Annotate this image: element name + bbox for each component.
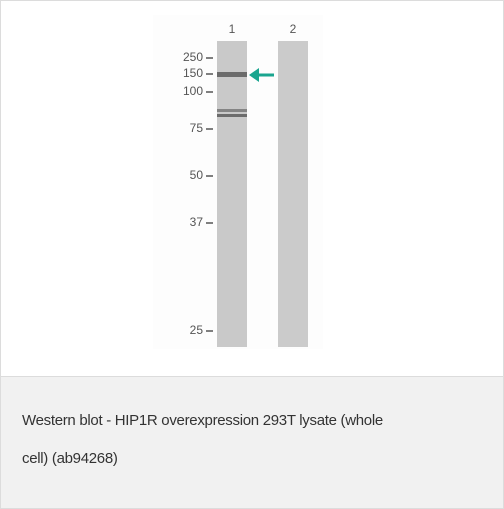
- blot-image: 1 2 250 150 100 75 50 37 25: [1, 1, 503, 376]
- band: [217, 72, 247, 77]
- caption: Western blot - HIP1R overexpression 293T…: [22, 402, 397, 478]
- page: 1 2 250 150 100 75 50 37 25 Western blot - HIP…: [0, 0, 504, 509]
- marker-label: 25: [190, 323, 204, 337]
- caption-box: Western blot - HIP1R overexpression 293T…: [1, 376, 503, 508]
- marker-label: 37: [190, 215, 204, 229]
- marker-label: 50: [190, 168, 204, 182]
- lane: [217, 41, 247, 347]
- band: [217, 109, 247, 112]
- marker-label: 75: [190, 121, 204, 135]
- band: [217, 114, 247, 117]
- lane-label: 2: [290, 22, 297, 36]
- marker-label: 100: [183, 84, 203, 98]
- lane: [278, 41, 308, 347]
- figure: 1 2 250 150 100 75 50 37 25: [1, 1, 503, 376]
- marker-label: 150: [183, 66, 203, 80]
- marker-label: 250: [183, 50, 203, 64]
- lane-label: 1: [229, 22, 236, 36]
